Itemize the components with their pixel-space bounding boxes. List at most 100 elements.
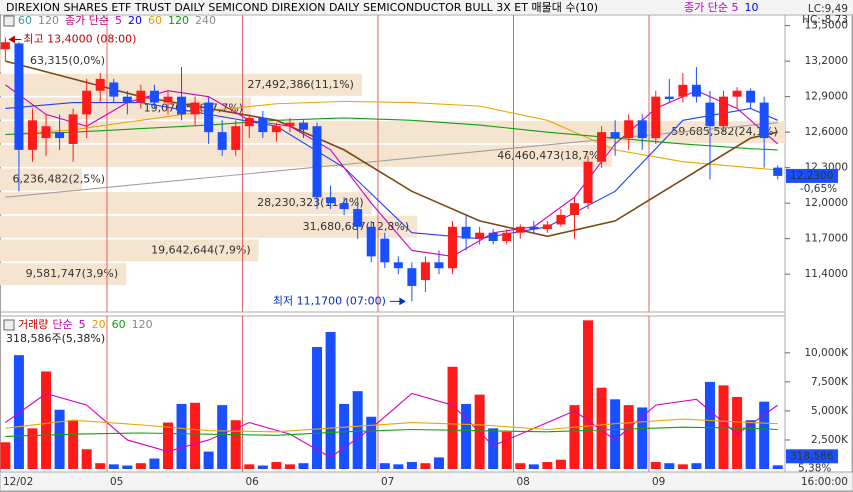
candle-body xyxy=(691,84,701,97)
volume-bar xyxy=(759,401,770,469)
volume-bar xyxy=(203,451,214,469)
y-tick-label: 2,500K xyxy=(811,434,849,446)
legend-item: 10 xyxy=(744,1,758,14)
legend-item: 20 xyxy=(128,14,142,27)
x-tick-label: 12/02 xyxy=(3,476,33,488)
legend-item: 종가 단순 xyxy=(65,14,109,27)
candle-body xyxy=(55,132,65,139)
y-tick-label: 7,500K xyxy=(811,376,849,388)
volume-bar xyxy=(325,331,336,469)
ma-line xyxy=(5,100,778,171)
candle-body xyxy=(624,120,634,139)
volume-bar xyxy=(162,422,173,469)
volume-bar xyxy=(433,457,444,469)
volume-bar xyxy=(108,464,119,469)
hc-label: HC:-8,73 xyxy=(802,14,848,26)
candle-body xyxy=(407,268,417,286)
legend-item: 60 xyxy=(112,318,126,331)
volume-bar xyxy=(54,409,65,469)
price-plot: 63,315(0,0%)27,492,386(11,1%)19,070,508(… xyxy=(0,15,785,312)
candle-body xyxy=(298,122,308,130)
candle-body xyxy=(746,90,756,103)
volume-bar xyxy=(528,464,539,469)
y-tick-label: 13,5000 xyxy=(805,20,848,32)
last-volume-box xyxy=(786,449,838,464)
candle-body xyxy=(366,226,376,257)
volume-bar xyxy=(718,385,729,469)
volume-bar xyxy=(447,366,458,469)
volume-bar xyxy=(488,428,499,469)
right-axis xyxy=(784,14,853,473)
candle-body xyxy=(136,90,146,103)
volume-bar xyxy=(379,463,390,469)
date-axis xyxy=(0,471,853,492)
icon xyxy=(3,15,15,27)
ma-line xyxy=(5,117,778,151)
legend-item: 120 xyxy=(132,318,153,331)
volume-bar xyxy=(393,464,404,469)
profile-bar xyxy=(0,263,127,286)
profile-bar xyxy=(0,121,785,144)
volume-bar xyxy=(664,463,675,469)
volume-bar xyxy=(650,462,661,469)
chart-title: DIREXION SHARES ETF TRUST DAILY SEMICOND… xyxy=(6,1,598,14)
candle-body xyxy=(705,102,715,127)
ma-line xyxy=(5,418,778,433)
volume-bar xyxy=(81,449,92,469)
y-tick-label: 5,000K xyxy=(811,405,849,417)
last-change: -0,65% xyxy=(800,183,837,195)
candle-body xyxy=(515,226,525,233)
x-axis-end-label: 16:00:00 xyxy=(801,476,848,488)
volume-bar xyxy=(610,399,621,469)
candle-body xyxy=(732,90,742,97)
candle-body xyxy=(542,224,552,230)
candle-body xyxy=(339,203,349,210)
candle-body xyxy=(773,167,783,176)
legend-item: 종가 단순 5 xyxy=(684,1,738,14)
candle-body xyxy=(82,90,92,115)
profile-bar xyxy=(0,73,362,96)
candle-body xyxy=(420,262,430,281)
annotation: 최저 11,1700 (07:00) xyxy=(273,294,386,307)
candle-body xyxy=(41,126,51,139)
profile-label: 6,236,482(2,5%) xyxy=(12,172,105,185)
candle-body xyxy=(529,226,539,230)
x-tick-label: 09 xyxy=(652,476,665,488)
volume-bar xyxy=(352,391,363,469)
x-tick-label: 06 xyxy=(246,476,260,488)
x-tick-label: 08 xyxy=(517,476,530,488)
volume-bar xyxy=(501,431,512,469)
y-tick-label: 13,2000 xyxy=(805,55,848,67)
volume-bar xyxy=(122,465,133,469)
volume-bar xyxy=(27,428,38,469)
candle-body xyxy=(326,197,336,204)
candle-body xyxy=(475,232,485,239)
volume-bar xyxy=(149,458,160,469)
volume-bar xyxy=(190,402,201,469)
last-price-box xyxy=(786,168,838,183)
legend-item: 60 xyxy=(18,14,32,27)
volume-bar xyxy=(772,465,783,469)
legend-item: 60 xyxy=(148,14,162,27)
candle-body xyxy=(448,226,458,269)
candle-body xyxy=(177,96,187,115)
volume-bar xyxy=(515,463,526,469)
candle-body xyxy=(14,43,24,150)
candle-body xyxy=(380,238,390,263)
candle-body xyxy=(583,161,593,204)
volume-bar xyxy=(312,347,323,469)
volume-bar xyxy=(555,459,566,469)
volume-title: 거래량 xyxy=(18,318,48,331)
volume-bar xyxy=(95,463,106,469)
candle-body xyxy=(204,102,214,133)
candle-body xyxy=(353,209,363,227)
annotation-arrow xyxy=(389,297,406,306)
candle-body xyxy=(244,117,254,127)
volume-bar xyxy=(637,407,648,469)
profile-bar xyxy=(0,50,1,73)
profile-bar xyxy=(0,168,83,191)
candle-body xyxy=(434,262,444,269)
volume-bar xyxy=(596,387,607,469)
lc-label: LC:9,49 xyxy=(808,3,848,15)
